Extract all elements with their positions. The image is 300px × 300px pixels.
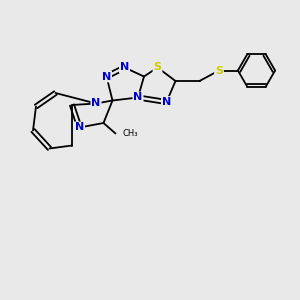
- Text: N: N: [162, 97, 171, 107]
- Text: S: S: [154, 62, 161, 73]
- Text: S: S: [215, 65, 223, 76]
- Text: N: N: [120, 62, 129, 73]
- Text: N: N: [92, 98, 100, 109]
- Text: N: N: [102, 71, 111, 82]
- Text: CH₃: CH₃: [123, 129, 139, 138]
- Text: N: N: [134, 92, 142, 103]
- Text: N: N: [75, 122, 84, 133]
